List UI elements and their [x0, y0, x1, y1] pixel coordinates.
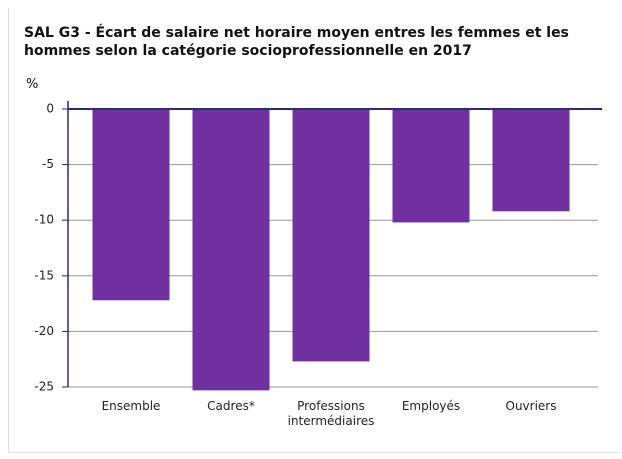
x-tick-label: Employés [401, 399, 461, 413]
bar [92, 109, 170, 301]
y-tick-label: -15 [34, 268, 54, 282]
chart-title: SAL G3 - Écart de salaire net horaire mo… [24, 25, 569, 59]
y-tick-label: -20 [34, 324, 54, 338]
bar [192, 109, 270, 391]
x-tick-label: Professions intermédiaires [287, 399, 375, 428]
bar [392, 109, 470, 223]
bar [492, 109, 570, 212]
y-tick-label: -5 [42, 157, 54, 171]
x-tick-label: Cadres* [207, 399, 255, 413]
y-tick-label: -10 [34, 213, 54, 227]
x-tick-label: Ouvriers [505, 399, 557, 413]
y-axis-label: % [26, 77, 39, 92]
y-tick-label: -25 [34, 380, 54, 394]
x-tick-label: Ensemble [101, 399, 161, 413]
bar [292, 109, 370, 362]
y-tick-label: 0 [46, 102, 54, 116]
frame [8, 8, 619, 453]
